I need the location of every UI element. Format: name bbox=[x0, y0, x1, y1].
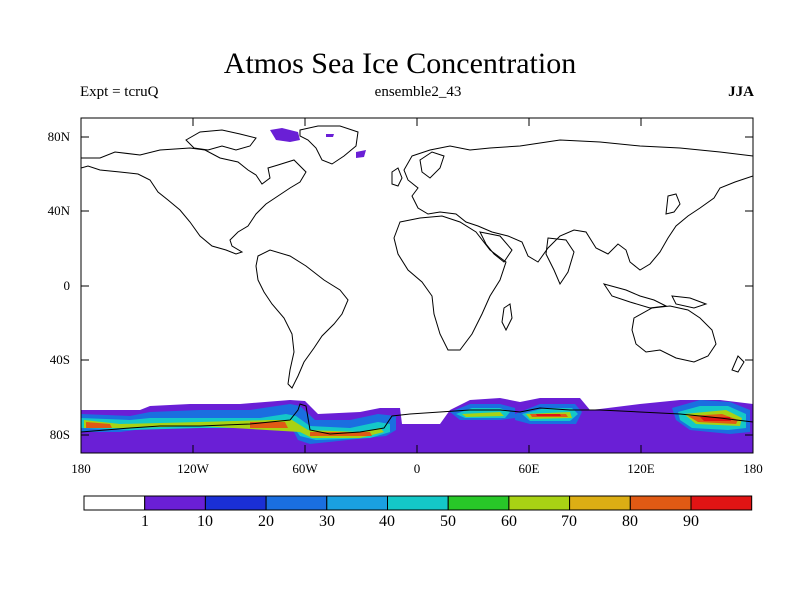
colorbar-label: 20 bbox=[258, 513, 274, 530]
lat-ticks bbox=[81, 136, 753, 436]
colorbar-label: 40 bbox=[379, 513, 395, 530]
lon-label-0: 0 bbox=[413, 461, 421, 476]
ensemble-label: ensemble2_43 bbox=[374, 84, 462, 100]
colorbar-swatch bbox=[629, 495, 692, 511]
colorbar-swatch bbox=[569, 495, 631, 511]
lon-label-60w: 60W bbox=[292, 461, 318, 476]
lat-label-80n: 80N bbox=[47, 129, 70, 144]
colorbar-swatch bbox=[690, 495, 753, 511]
plot-title: Atmos Sea Ice Concentration bbox=[223, 47, 577, 80]
coast-africa bbox=[393, 215, 507, 351]
colorbar-label: 10 bbox=[197, 513, 213, 530]
sea-ice-east-1 bbox=[450, 400, 750, 434]
coast-arctic-islands bbox=[185, 129, 257, 151]
coast-japan bbox=[665, 193, 681, 215]
colorbar-swatch bbox=[508, 495, 571, 511]
coastlines bbox=[81, 125, 753, 435]
sea-ice-band-5 bbox=[86, 422, 372, 436]
lon-ticks bbox=[80, 118, 642, 453]
sea-ice-band-4 bbox=[84, 420, 384, 438]
colorbar-swatch bbox=[447, 495, 510, 511]
sea-ice-east-5 bbox=[536, 414, 731, 421]
colorbar-swatch bbox=[204, 495, 267, 511]
colorbar-swatch bbox=[83, 495, 146, 511]
lon-label-60e: 60E bbox=[518, 461, 540, 476]
coast-new-zealand bbox=[731, 355, 745, 373]
season-label: JJA bbox=[728, 84, 754, 100]
map-frame bbox=[80, 117, 754, 454]
colorbar-swatch bbox=[265, 495, 328, 511]
lon-label-180e: 180 bbox=[743, 461, 763, 476]
colorbar-label: 50 bbox=[440, 513, 456, 530]
coast-north-america bbox=[81, 147, 307, 255]
colorbar-label: 30 bbox=[319, 513, 335, 530]
lat-label-0: 0 bbox=[63, 278, 71, 293]
coast-greenland bbox=[299, 125, 359, 165]
coast-eurasia bbox=[403, 139, 753, 271]
lon-label-180w: 180 bbox=[71, 461, 91, 476]
colorbar-swatch bbox=[326, 495, 388, 511]
lon-label-120w: 120W bbox=[177, 461, 209, 476]
coast-madagascar bbox=[501, 303, 513, 332]
lon-label-120e: 120E bbox=[627, 461, 655, 476]
sea-ice-field bbox=[81, 128, 753, 453]
coast-uk bbox=[391, 167, 403, 187]
coast-arabia bbox=[479, 231, 513, 263]
coast-scandinavia bbox=[419, 151, 445, 179]
sea-ice-east-2 bbox=[456, 406, 746, 430]
lat-label-40n: 40N bbox=[47, 203, 70, 218]
colorbar-label: 90 bbox=[683, 513, 699, 530]
colorbar-label: 80 bbox=[622, 513, 638, 530]
coast-new-guinea bbox=[671, 295, 708, 309]
colorbar bbox=[83, 495, 753, 511]
colorbar-label: 1 bbox=[141, 513, 149, 530]
colorbar-swatch bbox=[387, 495, 449, 511]
coast-indonesia bbox=[602, 283, 668, 309]
sea-ice-arctic bbox=[270, 128, 366, 158]
lat-label-80s: 80S bbox=[49, 427, 70, 442]
coast-antarctica bbox=[81, 403, 753, 435]
coast-australia bbox=[631, 305, 717, 363]
lat-label-40s: 40S bbox=[49, 352, 70, 367]
colorbar-swatch bbox=[144, 495, 206, 511]
experiment-label: Expt = tcruQ bbox=[80, 84, 159, 100]
coast-india bbox=[545, 237, 575, 286]
colorbar-label: 60 bbox=[501, 513, 517, 530]
coast-south-america bbox=[255, 249, 349, 389]
colorbar-label: 70 bbox=[561, 513, 577, 530]
